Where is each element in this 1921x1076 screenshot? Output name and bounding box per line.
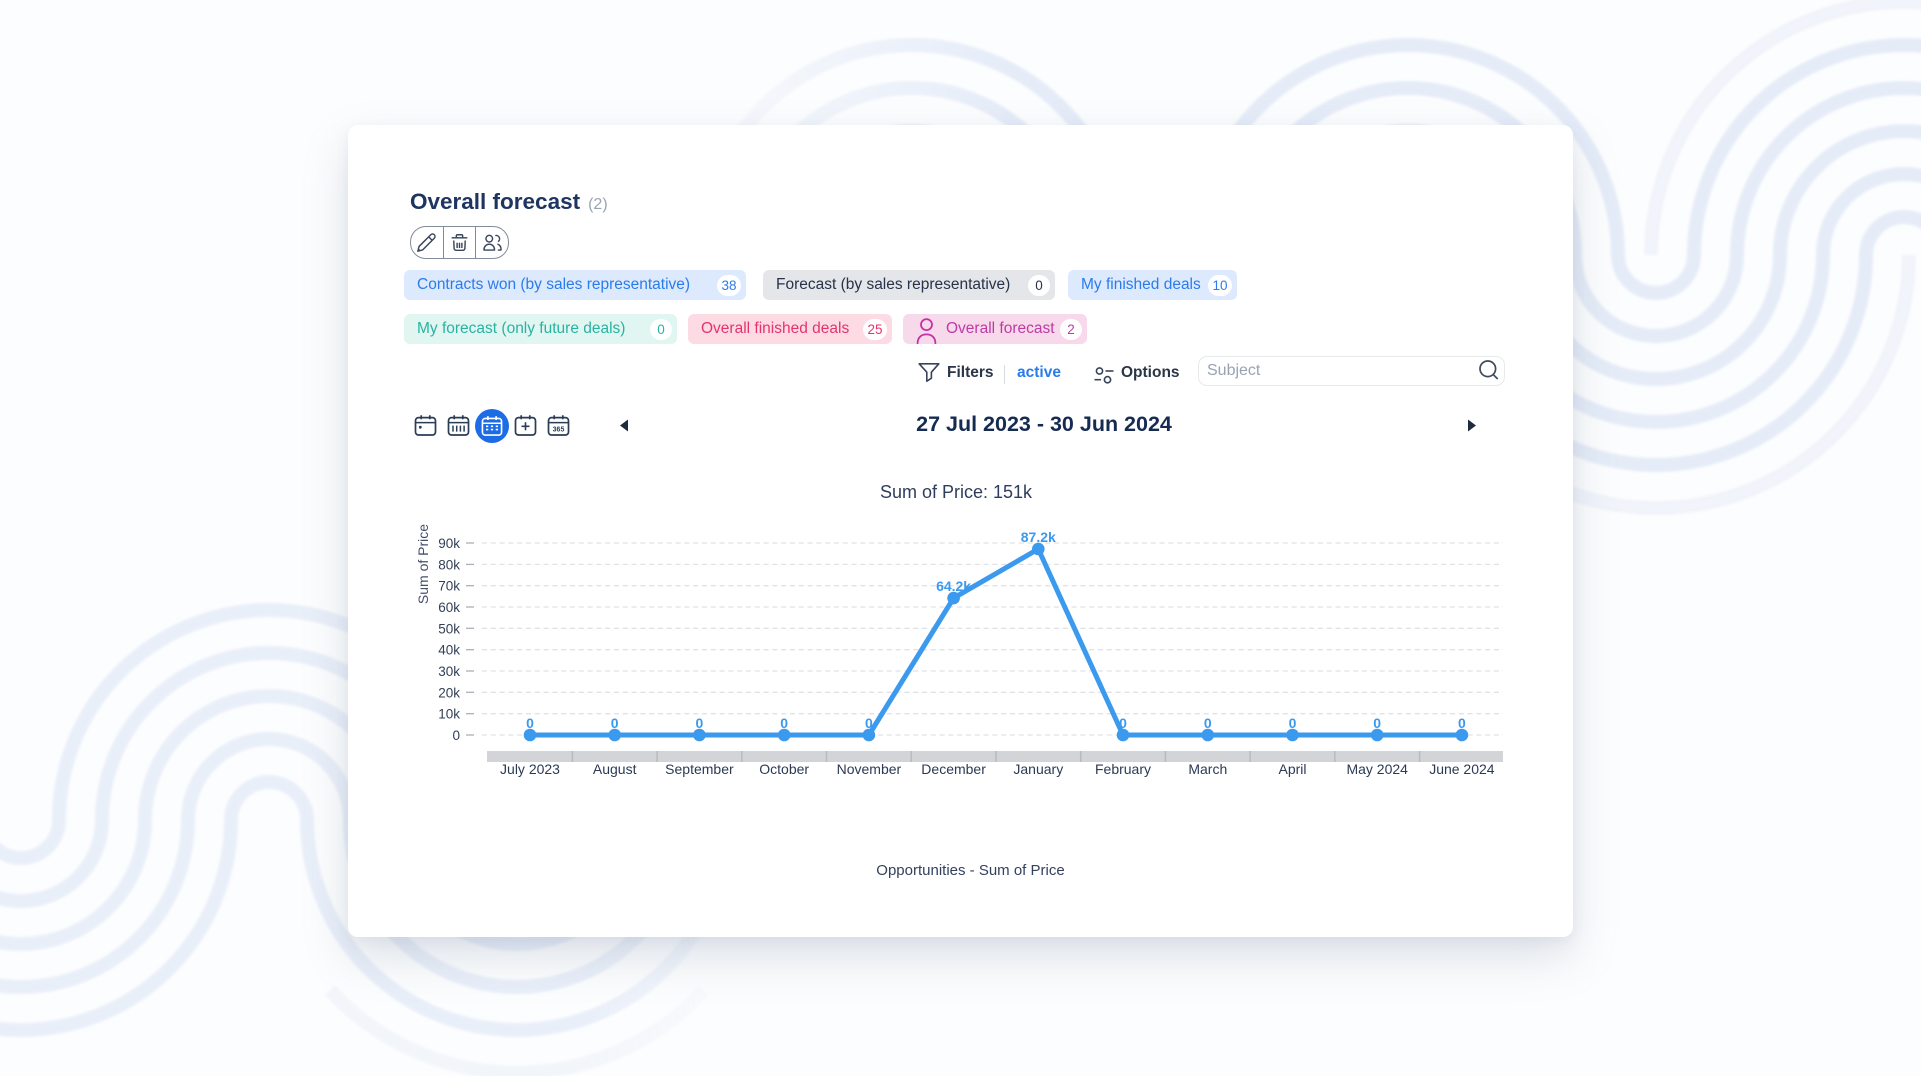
svg-text:July 2023: July 2023 [500, 761, 560, 777]
svg-text:60k: 60k [438, 600, 460, 615]
svg-text:0: 0 [696, 715, 704, 731]
svg-text:70k: 70k [438, 579, 460, 594]
svg-text:Sum of Price: 151k: Sum of Price: 151k [880, 482, 1033, 502]
svg-text:December: December [921, 761, 986, 777]
svg-text:January: January [1013, 761, 1063, 777]
svg-text:365: 365 [553, 427, 565, 434]
svg-text:June 2024: June 2024 [1429, 761, 1495, 777]
svg-text:November: November [837, 761, 902, 777]
svg-text:10k: 10k [438, 707, 460, 722]
svg-text:0: 0 [1458, 715, 1466, 731]
svg-text:64.2k: 64.2k [936, 578, 971, 594]
svg-text:0: 0 [780, 715, 788, 731]
svg-text:40k: 40k [438, 643, 460, 658]
svg-text:April: April [1278, 761, 1306, 777]
svg-text:0: 0 [1373, 715, 1381, 731]
svg-text:May 2024: May 2024 [1346, 761, 1408, 777]
svg-text:50k: 50k [438, 621, 460, 636]
svg-text:0: 0 [526, 715, 534, 731]
svg-text:August: August [593, 761, 637, 777]
svg-text:90k: 90k [438, 536, 460, 551]
svg-text:March: March [1188, 761, 1227, 777]
svg-text:September: September [665, 761, 734, 777]
svg-text:0: 0 [611, 715, 619, 731]
svg-text:20k: 20k [438, 685, 460, 700]
svg-text:0: 0 [1119, 715, 1127, 731]
svg-text:February: February [1095, 761, 1151, 777]
svg-text:80k: 80k [438, 557, 460, 572]
svg-text:October: October [759, 761, 809, 777]
svg-text:0: 0 [1289, 715, 1297, 731]
svg-text:0: 0 [865, 715, 873, 731]
svg-text:30k: 30k [438, 664, 460, 679]
svg-text:0: 0 [1204, 715, 1212, 731]
svg-text:0: 0 [452, 728, 460, 743]
svg-text:Sum of Price: Sum of Price [415, 524, 431, 604]
svg-text:87.2k: 87.2k [1021, 529, 1056, 545]
